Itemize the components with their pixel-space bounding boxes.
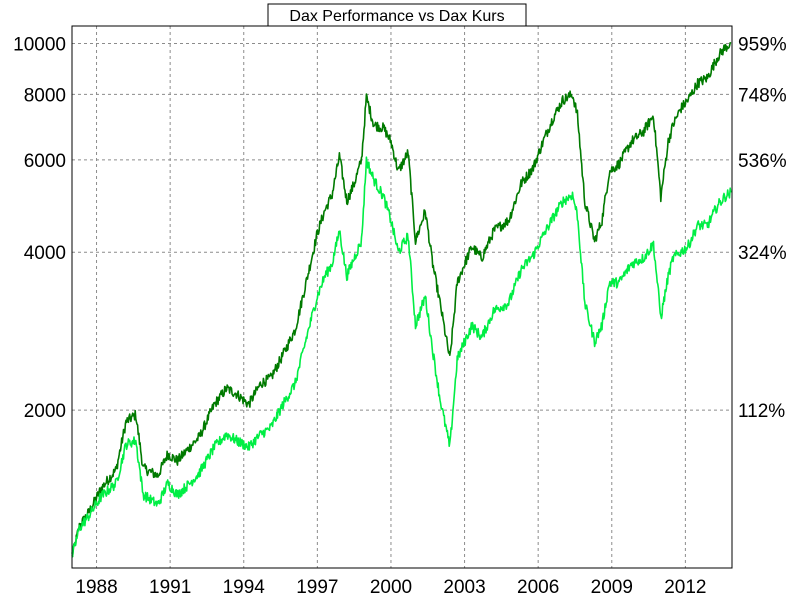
x-tick-label: 2003: [443, 577, 485, 598]
x-tick-label: 2000: [370, 577, 412, 598]
y-tick-label-left: 2000: [24, 401, 66, 422]
tick-labels: 1988 1991 1994 1997 2000 2003 2006 2009 2012 2000…: [13, 35, 787, 598]
series-line-1: [71, 41, 732, 558]
x-tick-label: 1988: [75, 577, 117, 598]
y-tick-label-left: 8000: [24, 85, 66, 106]
grid: [72, 26, 732, 568]
y-tick-label-right: 536%: [738, 151, 787, 172]
y-tick-label-right: 112%: [738, 401, 785, 422]
x-tick-label: 2012: [664, 577, 706, 598]
y-tick-label-right: 959%: [738, 35, 787, 56]
y-tick-label-right: 748%: [738, 85, 787, 106]
y-tick-label-left: 4000: [24, 243, 66, 264]
x-tick-label: 1994: [223, 577, 266, 598]
x-tick-label: 1991: [149, 577, 191, 598]
title-box: [267, 3, 527, 27]
chart-title: Dax Performance vs Dax Kurs: [289, 8, 504, 25]
y-tick-label-left: 10000: [13, 35, 66, 56]
x-tick-label: 2006: [517, 577, 559, 598]
x-tick-label: 2009: [591, 577, 633, 598]
series-layer: [71, 41, 732, 558]
series-line-2: [71, 156, 732, 558]
y-tick-label-left: 6000: [24, 151, 66, 172]
plot-frame: [71, 25, 733, 569]
x-tick-label: 1997: [296, 577, 338, 598]
y-tick-label-right: 324%: [738, 243, 787, 264]
